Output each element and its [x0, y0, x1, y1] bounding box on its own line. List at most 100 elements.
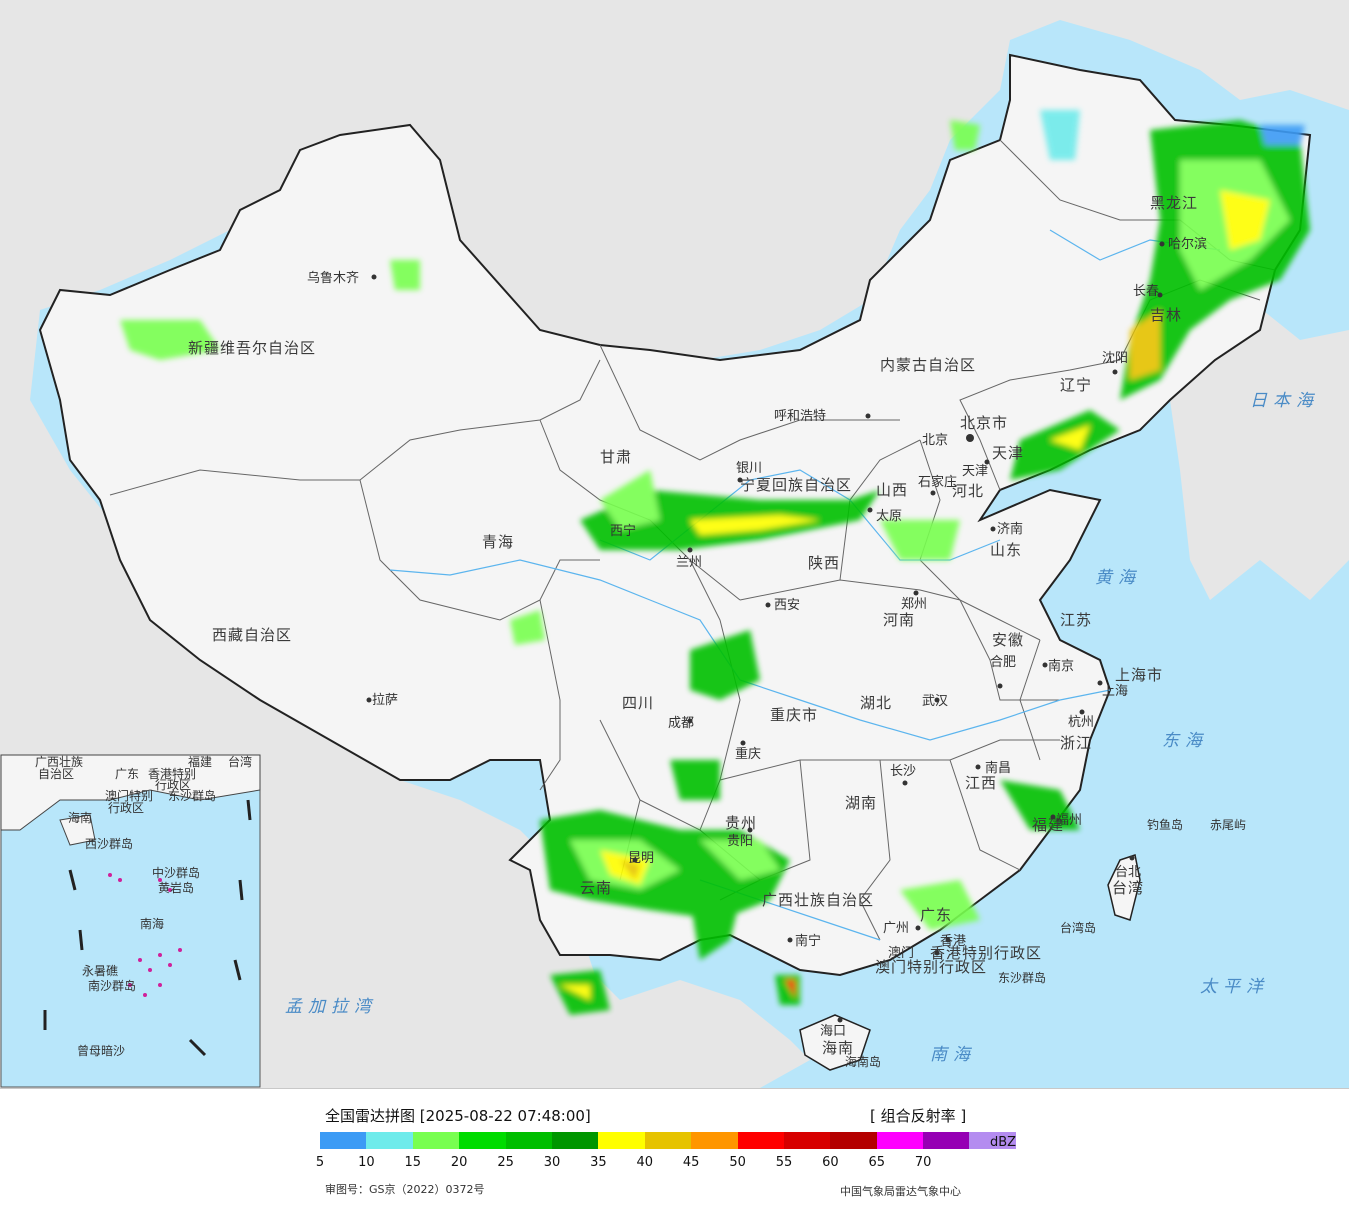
south-china-sea-inset: 广西壮族 自治区 广东 福建 台湾 香港特别 行政区 澳门特别 行政区 东沙群岛…	[0, 754, 261, 1088]
legend-tick: 50	[729, 1155, 746, 1170]
city-yinchuan: 银川	[736, 461, 762, 476]
legend-swatch	[505, 1132, 552, 1149]
city-kunming: 昆明	[628, 851, 654, 866]
city-changchun: 长春	[1133, 284, 1159, 299]
korea-japan-land	[1160, 300, 1349, 600]
inset-label: 行政区	[155, 778, 191, 792]
city-lhasa: 拉萨	[372, 693, 398, 708]
city-nanning: 南宁	[795, 933, 821, 949]
label-shaanxi: 陕西	[808, 554, 840, 572]
label-xinjiang: 新疆维吾尔自治区	[188, 339, 316, 357]
label-yunnan: 云南	[580, 879, 612, 897]
legend-title: 全国雷达拼图 [2025-08-22 07:48:00]	[325, 1107, 591, 1125]
inset-label: 南海	[140, 916, 164, 931]
label-macau-sar: 澳门特别行政区	[875, 958, 987, 976]
island-diaoyu: 钓鱼岛	[1147, 817, 1183, 832]
legend-tick: 40	[636, 1155, 654, 1170]
legend-tick: 65	[868, 1155, 886, 1170]
city-chengdu: 成都	[668, 716, 694, 731]
label-guangxi: 广西壮族自治区	[762, 891, 874, 909]
sea-bengal: 孟加拉湾	[285, 997, 377, 1017]
legend-tick: 35	[590, 1155, 607, 1170]
inset-label: 澳门特别	[105, 788, 153, 803]
city-jinan: 济南	[997, 521, 1023, 537]
city-nanjing: 南京	[1048, 658, 1074, 674]
label-fujian: 福建	[1032, 816, 1064, 834]
city-beijing: 北京	[922, 433, 948, 448]
island-chiwei: 赤尾屿	[1210, 818, 1246, 832]
city-fuzhou: 福州	[1056, 813, 1082, 828]
legend-tick: 25	[497, 1155, 514, 1170]
label-qinghai: 青海	[482, 533, 514, 551]
radar-map: 新疆维吾尔自治区 西藏自治区 青海 甘肃 内蒙古自治区 四川 云南 贵州 广西壮…	[0, 0, 1349, 1088]
inset-label: 曾母暗沙	[77, 1043, 125, 1058]
city-hangzhou: 杭州	[1068, 715, 1094, 730]
label-guizhou: 贵州	[725, 814, 757, 832]
city-markers	[366, 241, 1165, 1023]
legend-swatch	[737, 1132, 784, 1149]
inset-label: 福建	[188, 754, 212, 769]
legend-tick: 10	[358, 1155, 375, 1170]
city-nanchang: 南昌	[985, 760, 1011, 776]
legend-color-bar	[320, 1132, 1016, 1149]
city-haikou: 海口	[820, 1024, 846, 1039]
label-gansu: 甘肃	[600, 448, 632, 466]
label-hubei: 湖北	[860, 694, 892, 712]
city-harbin: 哈尔滨	[1168, 236, 1207, 252]
legend-swatch	[644, 1132, 692, 1149]
legend-tick: 60	[822, 1155, 839, 1170]
legend-tick: 30	[543, 1155, 561, 1170]
label-sichuan: 四川	[622, 694, 654, 712]
legend-swatch	[830, 1132, 877, 1149]
legend-approval: 审图号：GS京（2022）0372号	[325, 1183, 485, 1196]
legend-swatch	[598, 1132, 645, 1149]
city-lanzhou: 兰州	[676, 555, 702, 570]
city-tianjin: 天津	[962, 464, 988, 479]
city-macau: 澳门	[888, 945, 914, 961]
city-chongqing: 重庆	[735, 746, 761, 762]
city-hohhot: 呼和浩特	[774, 409, 826, 424]
city-hefei: 合肥	[990, 655, 1016, 670]
taiwan-island	[1107, 854, 1141, 921]
inset-label: 广西壮族	[35, 755, 83, 769]
legend-swatch	[551, 1132, 599, 1149]
label-taiwan: 台湾	[1112, 879, 1144, 897]
inset-label: 南沙群岛	[88, 978, 136, 993]
inset-land	[0, 754, 261, 831]
label-jiangsu: 江苏	[1060, 611, 1092, 629]
inset-islands	[108, 873, 182, 997]
sea-east: 东海	[1162, 731, 1208, 751]
legend-tick: 45	[682, 1155, 700, 1170]
island-dongsha: 东沙群岛	[998, 970, 1046, 985]
legend-swatch	[969, 1132, 1016, 1149]
sea-japan: 日本海	[1250, 391, 1319, 411]
label-heilongjiang: 黑龙江	[1150, 194, 1198, 212]
legend-swatch	[691, 1132, 738, 1149]
inset-hainan	[59, 814, 96, 846]
radar-echoes	[120, 110, 1310, 1015]
city-shenyang: 沈阳	[1102, 351, 1128, 366]
inset-label: 香港特别	[148, 766, 196, 781]
legend-swatch	[876, 1132, 924, 1149]
label-hainan: 海南	[822, 1039, 854, 1057]
legend-swatch	[412, 1132, 460, 1149]
inset-label: 海南	[68, 810, 92, 825]
legend-credit: 中国气象局雷达气象中心	[840, 1185, 961, 1198]
legend-unit: dBZ	[990, 1135, 1017, 1150]
legend-swatch	[366, 1132, 413, 1149]
legend-tick: 70	[914, 1155, 932, 1170]
city-guiyang: 贵阳	[727, 834, 753, 849]
label-neimenggu: 内蒙古自治区	[880, 356, 976, 374]
label-guangdong: 广东	[920, 906, 952, 924]
label-beijing-shi: 北京市	[960, 414, 1008, 432]
label-xizang: 西藏自治区	[212, 626, 292, 644]
inset-label: 自治区	[38, 767, 74, 781]
label-hebei: 河北	[952, 482, 984, 500]
province-labels: 新疆维吾尔自治区 西藏自治区 青海 甘肃 内蒙古自治区 四川 云南 贵州 广西壮…	[188, 194, 1198, 1057]
legend-product: [ 组合反射率 ]	[870, 1107, 967, 1125]
inset-labels: 广西壮族 自治区 广东 福建 台湾 香港特别 行政区 澳门特别 行政区 东沙群岛…	[35, 754, 252, 1058]
label-hunan: 湖南	[845, 794, 877, 812]
city-shanghai: 上海	[1102, 684, 1128, 699]
label-tianjin-prov: 天津	[992, 444, 1024, 462]
